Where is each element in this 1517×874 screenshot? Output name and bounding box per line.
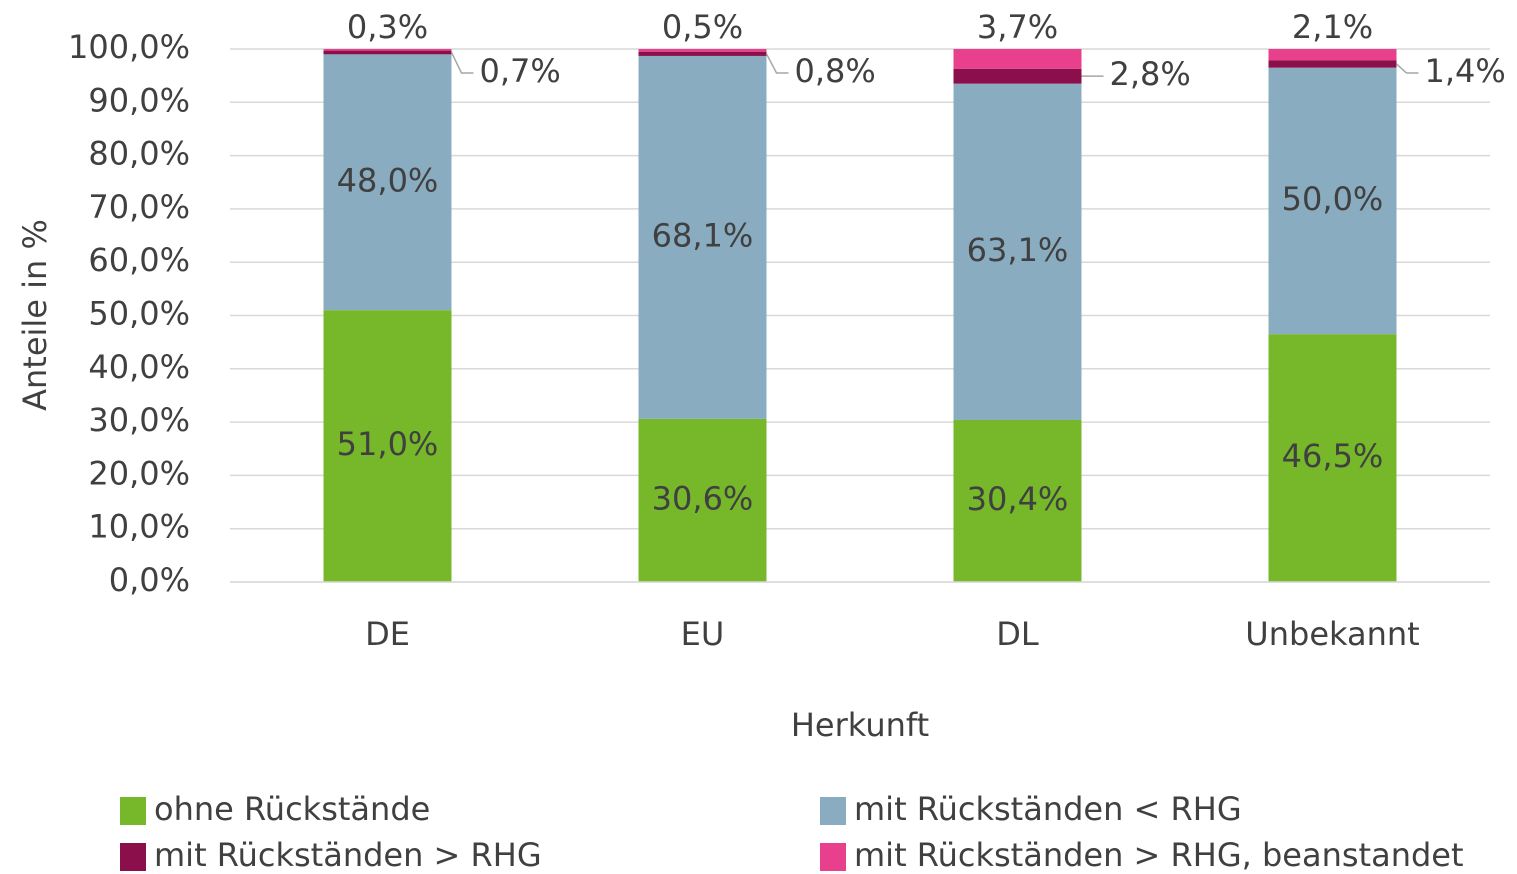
legend-swatch [120,843,146,871]
data-label: 51,0% [337,425,439,463]
data-label: 46,5% [1282,437,1384,475]
bar-segment [953,419,1082,582]
data-label: 48,0% [337,161,439,199]
y-tick-label: 40,0% [88,348,190,386]
bar-segment [323,54,452,311]
data-label: 1,4% [1425,52,1506,90]
y-tick-label: 90,0% [88,81,190,119]
bar-segment [1268,67,1397,335]
y-tick-label: 30,0% [88,401,190,439]
bar-segment [1268,334,1397,582]
data-label: 50,0% [1282,180,1384,218]
x-tick-label: Unbekannt [1245,615,1419,653]
bar-segment [323,310,452,582]
x-tick-label: DE [365,615,410,653]
bar-segment [953,49,1082,69]
leader-line [765,53,789,74]
data-label: 63,1% [967,231,1069,269]
y-tick-label: 20,0% [88,454,190,492]
y-tick-label: 0,0% [109,561,190,599]
y-tick-label: 10,0% [88,508,190,546]
y-tick-label: 50,0% [88,295,190,333]
bar-segment [953,83,1082,420]
y-tick-label: 60,0% [88,241,190,279]
bar-segment [638,418,767,582]
y-tick-label: 80,0% [88,135,190,173]
legend-swatch [820,843,846,871]
data-label: 0,3% [347,8,428,46]
data-label: 2,1% [1292,8,1373,46]
x-axis-title: Herkunft [791,706,929,744]
legend-swatch [820,797,846,825]
y-tick-label: 70,0% [88,188,190,226]
x-tick-label: DL [996,615,1039,653]
data-label: 3,7% [977,8,1058,46]
data-label: 30,6% [652,479,754,517]
leader-line [450,52,474,74]
data-label: 0,8% [795,52,876,90]
x-tick-label: EU [681,615,725,653]
legend-label: mit Rückständen > RHG, beanstandet [854,836,1464,874]
data-label: 2,8% [1110,55,1191,93]
data-label: 0,5% [662,8,743,46]
legend-swatch [120,797,146,825]
y-tick-label: 100,0% [68,28,190,66]
bar-segment [638,55,767,419]
legend-label: mit Rückständen < RHG [854,790,1242,828]
bar-segment [1268,60,1397,68]
bar-segment [953,68,1082,84]
leader-line [1395,63,1419,74]
bar-segment [1268,49,1397,61]
data-label: 0,7% [480,52,561,90]
bar-segment [638,51,767,56]
data-label: 68,1% [652,216,754,254]
y-axis-title: Anteile in % [16,219,54,411]
bar-segment [323,50,452,55]
data-label: 30,4% [967,480,1069,518]
bar-segment [638,49,767,52]
bar-segment [323,49,452,51]
legend-label: mit Rückständen > RHG [154,836,542,874]
legend-label: ohne Rückstände [154,790,430,828]
